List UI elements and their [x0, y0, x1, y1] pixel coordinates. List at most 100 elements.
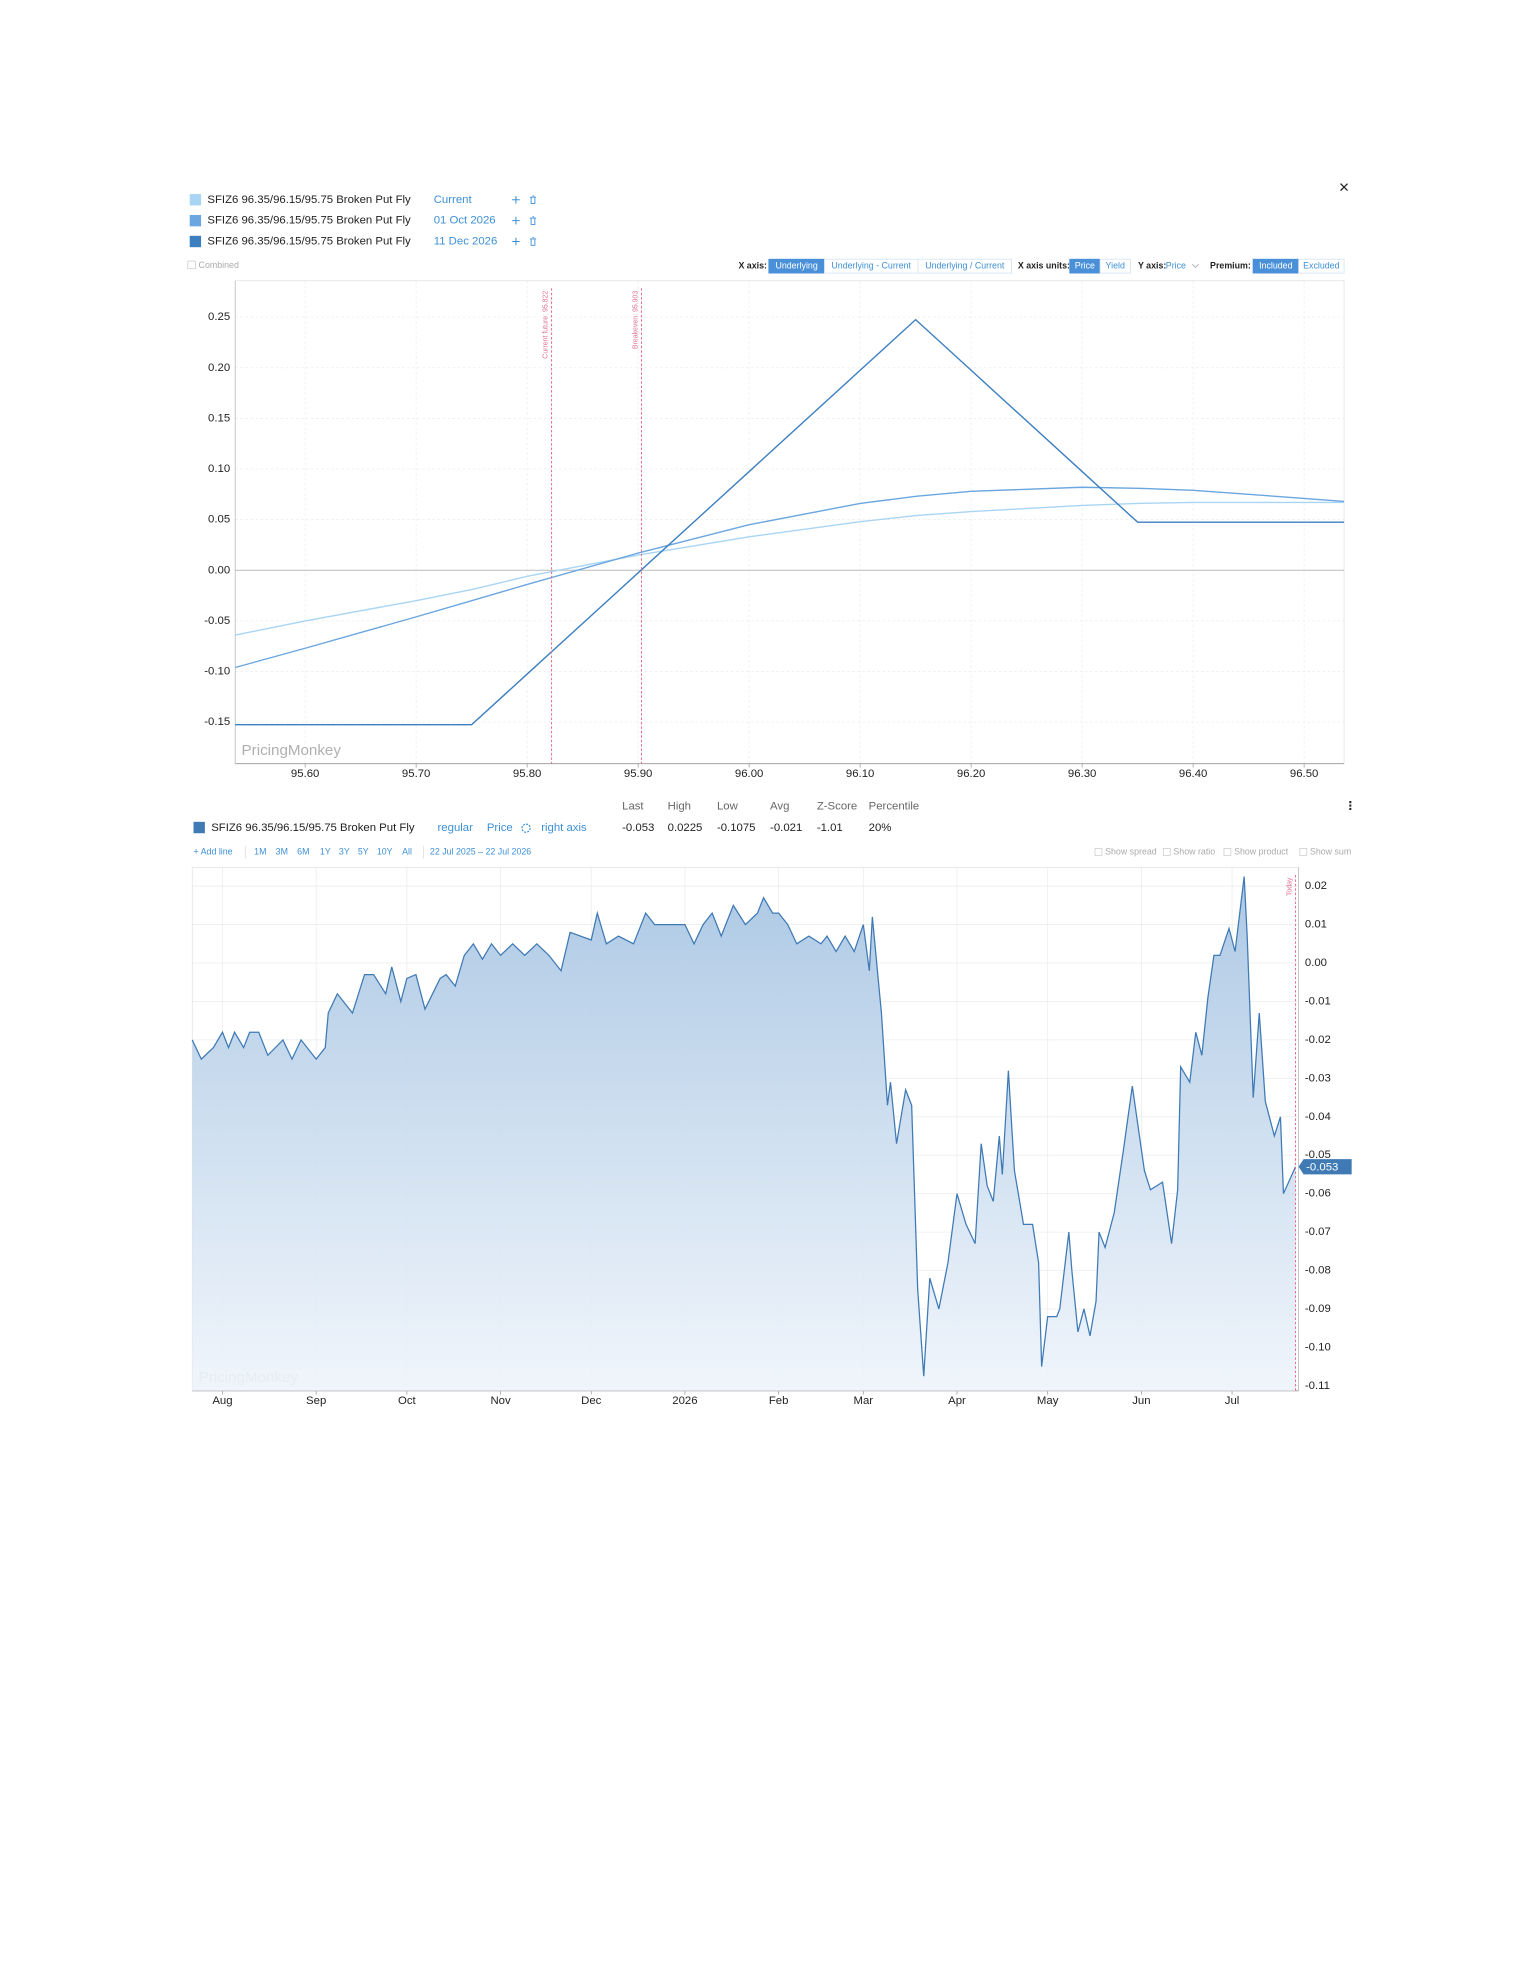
- legend-label: SFIZ6 96.35/96.15/95.75 Broken Put Fly: [207, 215, 411, 227]
- toolbar-label: X axis:: [738, 260, 767, 270]
- stat-value: 20%: [869, 822, 892, 834]
- range-button[interactable]: 3M: [276, 847, 288, 857]
- y-tick-label: -0.15: [204, 716, 230, 728]
- y-tick-label: -0.10: [204, 666, 230, 678]
- range-button[interactable]: 6M: [297, 847, 309, 857]
- x-tick-label: 96.00: [735, 768, 763, 780]
- x-tick-label: 96.40: [1179, 768, 1207, 780]
- legend-label: SFIZ6 96.35/96.15/95.75 Broken Put Fly: [211, 822, 415, 834]
- toggle-label[interactable]: Show sum: [1310, 847, 1351, 857]
- x-tick-label: Oct: [398, 1395, 417, 1407]
- delete-icon[interactable]: [529, 195, 537, 205]
- checkbox[interactable]: [187, 260, 196, 270]
- y-tick-label: -0.08: [1305, 1265, 1331, 1277]
- y-tick-label: 0.25: [208, 311, 230, 323]
- toggle-label[interactable]: Price: [1075, 260, 1095, 270]
- x-tick-label: Mar: [854, 1395, 874, 1407]
- range-button[interactable]: 5Y: [358, 847, 369, 857]
- toggle-label[interactable]: Show spread: [1105, 847, 1157, 857]
- x-tick-label: 95.60: [291, 768, 319, 780]
- series-line: [235, 486, 1345, 669]
- toggle-label[interactable]: Underlying / Current: [925, 260, 1005, 270]
- toggle-button[interactable]: [1099, 258, 1131, 274]
- delete-icon[interactable]: [529, 216, 537, 225]
- range-buttons: 1M 3M 6M 1Y 3Y 5Y 10Y All: [254, 847, 412, 857]
- toggle-label[interactable]: Included: [1259, 260, 1293, 270]
- y-tick-label: 0.05: [208, 514, 230, 526]
- annotation-label: Breakeven: 95.903: [633, 291, 640, 349]
- watermark: PricingMonkey: [242, 742, 342, 759]
- x-tick-label: Dec: [581, 1395, 602, 1407]
- x-tick-label: 2026: [672, 1395, 697, 1407]
- toggle-label[interactable]: Yield: [1106, 260, 1125, 270]
- x-tick-label: Aug: [212, 1395, 232, 1407]
- delete-icon[interactable]: [529, 237, 537, 246]
- menu-icon[interactable]: ⋮: [1345, 801, 1356, 813]
- stat-header: Percentile: [869, 801, 920, 813]
- x-tick-label: Sep: [306, 1395, 326, 1407]
- legend-label: SFIZ6 96.35/96.15/95.75 Broken Put Fly: [207, 235, 411, 247]
- legend-units[interactable]: Price: [487, 822, 513, 834]
- add-icon[interactable]: [512, 237, 520, 246]
- legend-tag[interactable]: 01 Oct 2026: [434, 215, 496, 227]
- annotation-label: Current future: 95.822: [543, 291, 550, 359]
- last-value-badge: [1298, 1159, 1352, 1175]
- add-icon[interactable]: [512, 216, 520, 225]
- legend-label: SFIZ6 96.35/96.15/95.75 Broken Put Fly: [207, 194, 411, 206]
- range-button[interactable]: 10Y: [377, 847, 393, 857]
- checkbox[interactable]: [1094, 848, 1103, 856]
- y-tick-label: 0.15: [208, 412, 230, 424]
- toggle-label[interactable]: Show product: [1234, 847, 1289, 857]
- range-button[interactable]: 3Y: [339, 847, 350, 857]
- range-button[interactable]: 1Y: [320, 847, 331, 857]
- legend-axis[interactable]: right axis: [541, 822, 587, 834]
- date-range[interactable]: 22 Jul 2025 – 22 Jul 2026: [430, 847, 531, 857]
- series-line: [191, 876, 1297, 1377]
- stat-value: -1.01: [817, 822, 843, 834]
- toolbar-label: Y axis:: [1138, 260, 1166, 270]
- legend-swatch: [193, 821, 205, 834]
- x-tick-label: 96.20: [957, 768, 985, 780]
- y-tick-label: 0.00: [208, 564, 230, 576]
- add-icon[interactable]: [512, 195, 520, 204]
- y-tick-label: -0.10: [1305, 1341, 1331, 1353]
- x-tick-label: Nov: [490, 1395, 511, 1407]
- checkbox[interactable]: [1299, 848, 1308, 856]
- x-tick-label: 95.70: [402, 768, 430, 780]
- x-tick-label: Apr: [948, 1395, 966, 1407]
- legend-style[interactable]: regular: [438, 822, 474, 834]
- y-tick-label: 0.10: [208, 463, 230, 475]
- y-tick-label: -0.01: [1305, 995, 1331, 1007]
- last-value-label: -0.053: [1306, 1161, 1338, 1173]
- close-button[interactable]: ×: [1339, 177, 1349, 197]
- toggle-button[interactable]: [1298, 258, 1345, 274]
- toggle-label[interactable]: Underlying: [775, 260, 817, 270]
- checkbox[interactable]: [1162, 848, 1171, 856]
- toggle-label[interactable]: Underlying - Current: [831, 260, 911, 270]
- checkbox[interactable]: [1223, 848, 1232, 856]
- toggle-label[interactable]: Show ratio: [1173, 847, 1215, 857]
- stat-header: Low: [717, 801, 739, 813]
- x-tick-label: 95.80: [513, 768, 541, 780]
- range-button[interactable]: All: [402, 847, 412, 857]
- annotation-label: Today: [1287, 877, 1294, 896]
- toggle-button[interactable]: [917, 258, 1012, 274]
- stat-header: High: [668, 801, 691, 813]
- legend-tag[interactable]: 11 Dec 2026: [434, 235, 498, 247]
- legend: SFIZ6 96.35/96.15/95.75 Broken Put Fly Cu…: [189, 194, 537, 247]
- series-line: [235, 501, 1345, 636]
- toggles: Show spread Show ratio Show product Show su…: [1094, 847, 1351, 857]
- settings-icon[interactable]: [521, 823, 531, 833]
- add-line[interactable]: + Add line: [194, 847, 233, 857]
- y-tick-label: -0.09: [1305, 1303, 1331, 1315]
- combined-label[interactable]: Combined: [199, 260, 239, 270]
- dropdown[interactable]: Price: [1166, 260, 1186, 270]
- y-tick-label: -0.07: [1305, 1226, 1331, 1238]
- range-button[interactable]: 1M: [254, 847, 266, 857]
- y-tick-label: -0.02: [1305, 1034, 1331, 1046]
- y-tick-label: -0.03: [1305, 1072, 1331, 1084]
- toggle-label[interactable]: Excluded: [1303, 260, 1339, 270]
- dropdown-arrow[interactable]: [1192, 263, 1199, 269]
- legend-tag[interactable]: Current: [434, 194, 473, 206]
- y-tick-label: -0.04: [1305, 1111, 1331, 1123]
